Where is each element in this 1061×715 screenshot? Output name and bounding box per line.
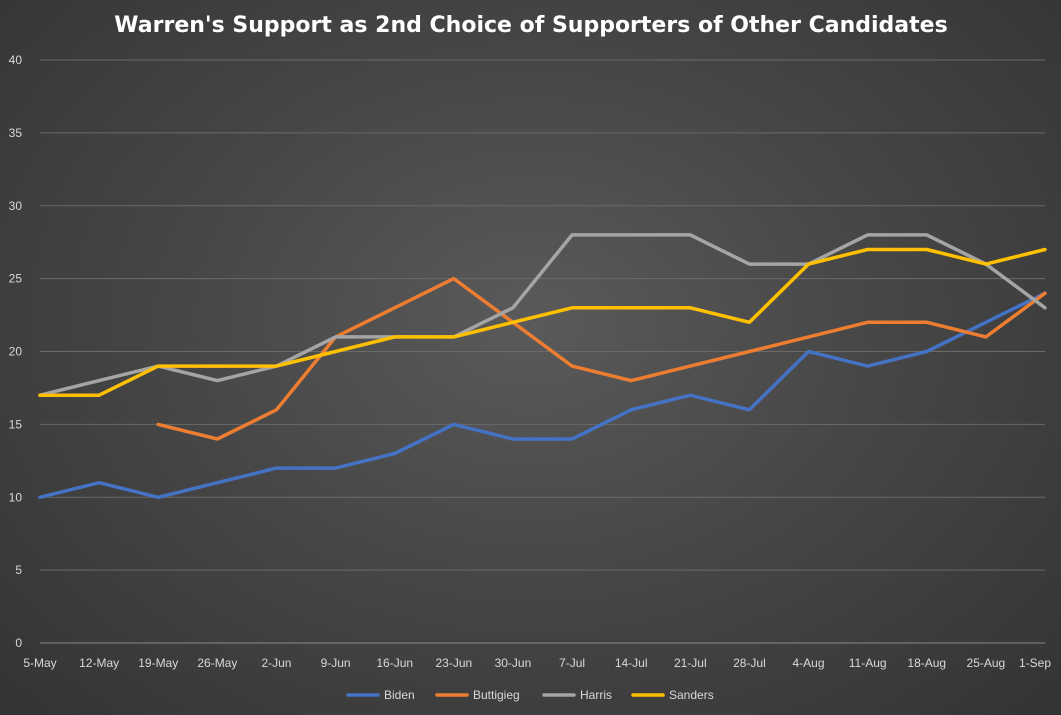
series-line-biden <box>38 291 1047 500</box>
x-tick-label: 2-Jun <box>261 656 291 670</box>
x-tick-label: 1-Sep <box>1019 656 1051 670</box>
x-tick-label: 19-May <box>138 656 178 670</box>
x-tick-label: 16-Jun <box>376 656 413 670</box>
x-tick-label: 28-Jul <box>733 656 766 670</box>
x-tick-label: 9-Jun <box>321 656 351 670</box>
y-tick-label: 0 <box>15 636 22 650</box>
x-tick-label: 14-Jul <box>615 656 648 670</box>
x-tick-label: 12-May <box>79 656 119 670</box>
x-tick-label: 23-Jun <box>435 656 472 670</box>
y-tick-label: 35 <box>9 126 23 140</box>
chart-title: Warren's Support as 2nd Choice of Suppor… <box>114 13 947 38</box>
series-line-harris <box>38 233 1047 397</box>
y-tick-label: 20 <box>9 345 23 359</box>
legend: Biden Buttigieg Harris Sanders <box>346 688 714 702</box>
y-axis-tick-labels: 0 5 10 15 20 25 30 35 40 <box>9 53 23 650</box>
x-tick-label: 26-May <box>197 656 237 670</box>
x-tick-label: 4-Aug <box>793 656 825 670</box>
series-line-buttigieg <box>156 276 1047 441</box>
x-tick-label: 30-Jun <box>495 656 532 670</box>
x-tick-label: 18-Aug <box>907 656 946 670</box>
x-axis-tick-labels: 5-May 12-May 19-May 26-May 2-Jun 9-Jun 16-Jun 2… <box>23 656 1051 670</box>
x-tick-label: 21-Jul <box>674 656 707 670</box>
x-tick-label: 11-Aug <box>849 656 887 670</box>
x-tick-label: 25-Aug <box>967 656 1006 670</box>
gridlines <box>40 59 1045 644</box>
series-line-sanders <box>38 247 1047 397</box>
x-tick-label: 7-Jul <box>559 656 585 670</box>
legend-label-buttigieg: Buttigieg <box>473 688 520 702</box>
y-tick-label: 25 <box>9 272 23 286</box>
y-tick-label: 15 <box>9 417 23 431</box>
y-tick-label: 40 <box>9 53 23 67</box>
y-tick-label: 10 <box>9 490 23 504</box>
legend-label-harris: Harris <box>580 688 612 702</box>
series-lines <box>38 233 1047 500</box>
legend-label-biden: Biden <box>384 688 415 702</box>
y-tick-label: 5 <box>15 563 22 577</box>
legend-label-sanders: Sanders <box>669 688 714 702</box>
y-tick-label: 30 <box>9 199 23 213</box>
x-tick-label: 5-May <box>23 656 56 670</box>
